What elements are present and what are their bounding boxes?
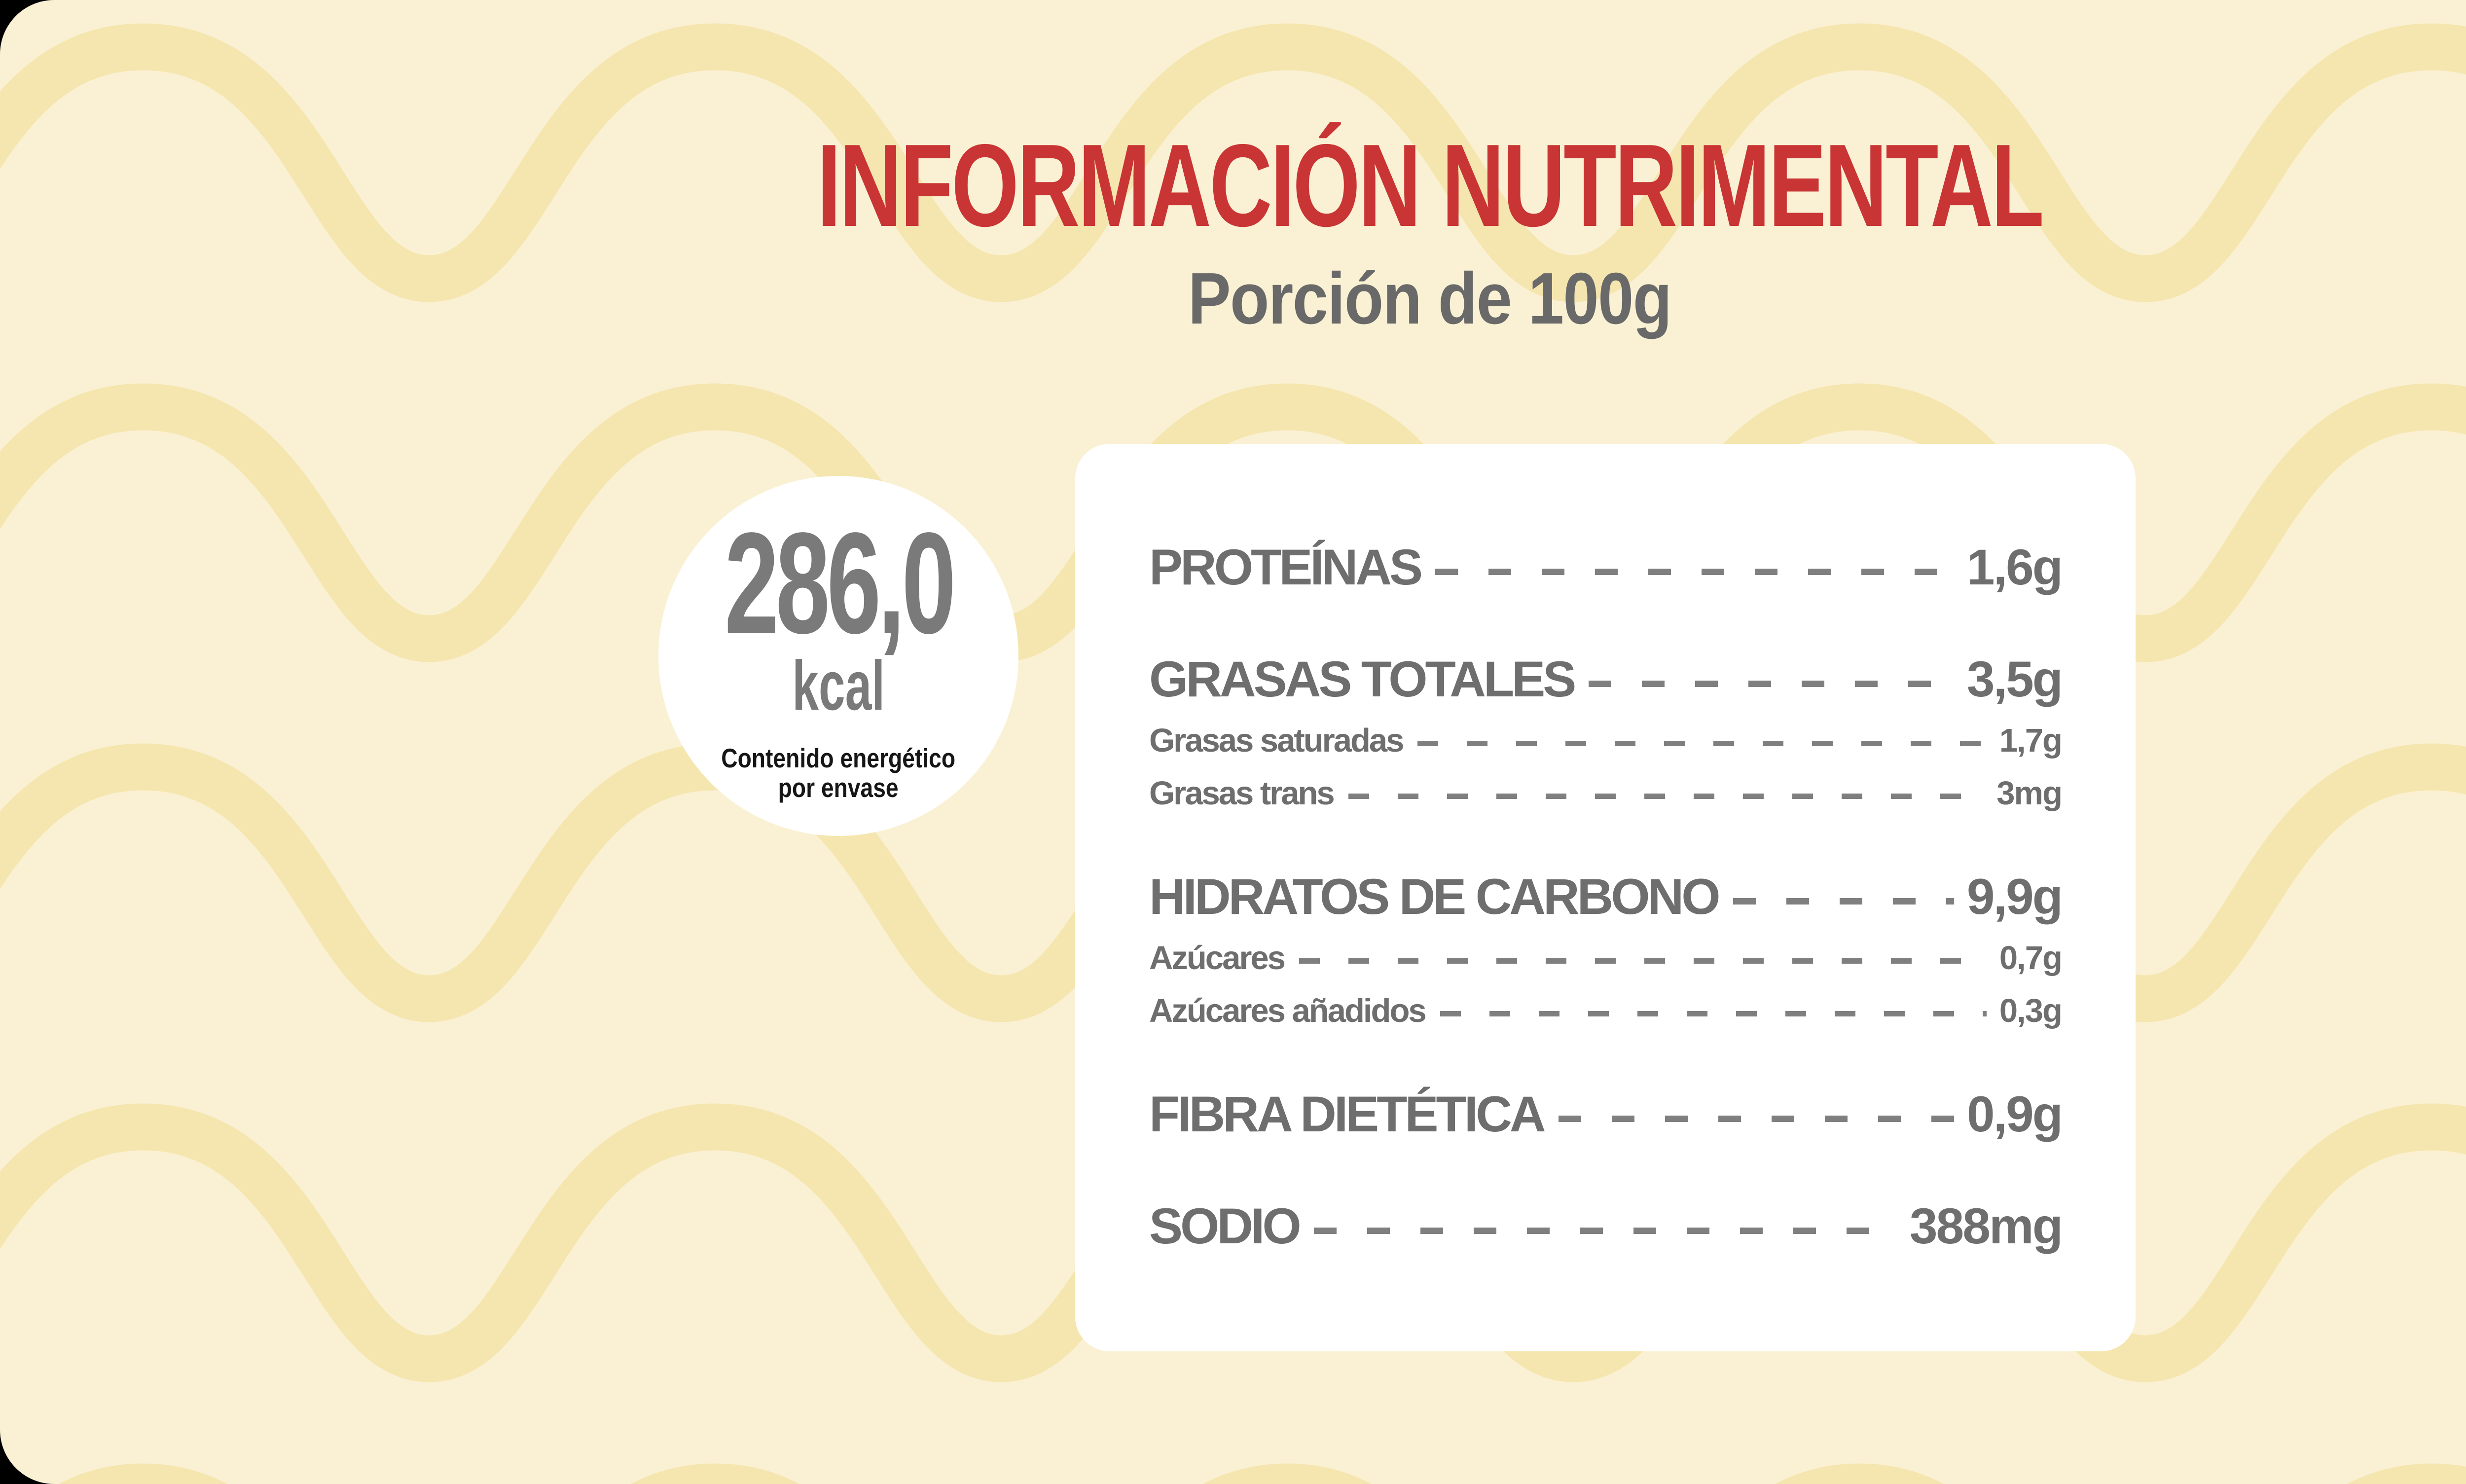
row-label: GRASAS TOTALES bbox=[1149, 651, 1576, 707]
row-dashed-leader bbox=[1313, 1227, 1897, 1234]
nutrition-row: SODIO 388mg bbox=[1149, 1198, 2063, 1254]
serving-size-subtitle: Porción de 100g bbox=[1188, 258, 1672, 339]
nutrition-row: HIDRATOS DE CARBONO 9,9g bbox=[1149, 869, 2063, 925]
row-value: 0,7g bbox=[1999, 940, 2063, 977]
row-value: 1,7g bbox=[1999, 722, 2063, 759]
row-value: 9,9g bbox=[1966, 869, 2063, 925]
row-dashed-leader bbox=[1348, 794, 1984, 799]
nutrition-row: Azúcares añadidos 0,3g bbox=[1149, 992, 2063, 1029]
energy-unit: kcal bbox=[792, 647, 885, 725]
row-label: PROTEÍNAS bbox=[1149, 539, 1423, 595]
row-value: 3mg bbox=[1996, 775, 2063, 812]
page-title: INFORMACIÓN NUTRIMENTAL bbox=[817, 120, 2044, 251]
nutrition-row: Grasas trans 3mg bbox=[1149, 775, 2063, 812]
row-label: Grasas saturadas bbox=[1149, 722, 1404, 759]
row-dashed-leader bbox=[1299, 958, 1987, 964]
nutrition-row: PROTEÍNAS 1,6g bbox=[1149, 539, 2063, 595]
energy-value: 286,0 bbox=[724, 502, 956, 663]
row-value: 1,6g bbox=[1966, 539, 2063, 595]
row-dashed-leader bbox=[1440, 1011, 1987, 1016]
row-label: SODIO bbox=[1149, 1198, 1302, 1254]
nutrition-row: Grasas saturadas 1,7g bbox=[1149, 722, 2063, 759]
row-label: Azúcares añadidos bbox=[1149, 992, 1427, 1029]
row-label: HIDRATOS DE CARBONO bbox=[1149, 869, 1721, 925]
energy-note-line2: por envase bbox=[778, 772, 899, 803]
nutrition-card: PROTEÍNAS 1,6g GRASAS TOTALES 3,5g Grasa… bbox=[1075, 444, 2136, 1351]
nutrition-rows: PROTEÍNAS 1,6g GRASAS TOTALES 3,5g Grasa… bbox=[1149, 525, 2063, 1254]
energy-note-line1: Contenido energético bbox=[721, 743, 956, 774]
row-value: 388mg bbox=[1909, 1198, 2063, 1254]
row-value: 0,3g bbox=[1999, 992, 2063, 1029]
row-value: 0,9g bbox=[1966, 1086, 2063, 1142]
row-label: Grasas trans bbox=[1149, 775, 1335, 812]
nutrition-row: FIBRA DIETÉTICA 0,9g bbox=[1149, 1086, 2063, 1142]
energy-note: Contenido energético por envase bbox=[721, 743, 956, 803]
row-dashed-leader bbox=[1733, 898, 1954, 905]
nutrition-row: Azúcares 0,7g bbox=[1149, 940, 2063, 977]
row-label: FIBRA DIETÉTICA bbox=[1149, 1086, 1546, 1142]
row-dashed-leader bbox=[1589, 680, 1954, 687]
energy-circle: 286,0 kcal Contenido energético por enva… bbox=[658, 476, 1018, 836]
row-dashed-leader bbox=[1558, 1115, 1954, 1122]
row-value: 3,5g bbox=[1966, 651, 2063, 707]
row-dashed-leader bbox=[1417, 741, 1987, 746]
nutrition-row: GRASAS TOTALES 3,5g bbox=[1149, 651, 2063, 707]
row-label: Azúcares bbox=[1149, 940, 1286, 977]
row-dashed-leader bbox=[1435, 568, 1954, 575]
